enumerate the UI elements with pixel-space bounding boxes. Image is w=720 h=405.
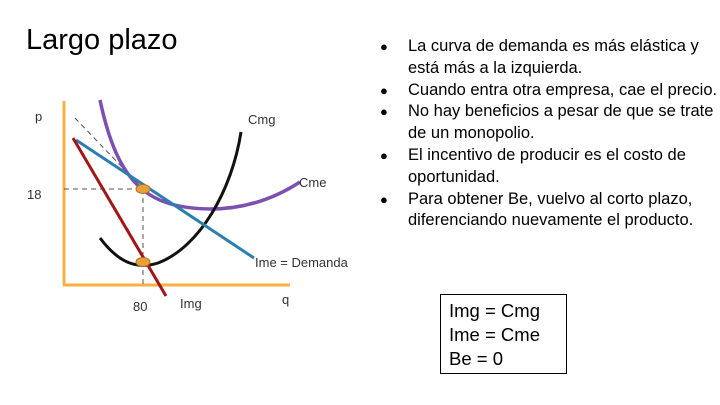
cme-label: Cme: [299, 175, 326, 190]
bullet-text: No hay beneficios a pesar de que se trat…: [408, 102, 714, 143]
img-label: Img: [180, 296, 202, 311]
equation-ime-cme: Ime = Cme: [449, 324, 540, 345]
bullet-icon: ●: [380, 39, 388, 54]
bullet-text: Cuando entra otra empresa, cae el precio…: [408, 80, 718, 99]
bullet-icon: ●: [380, 147, 388, 163]
bullet-item: ● Para obtener Be, vuelvo al corto plazo,…: [380, 189, 720, 233]
demand-curve: [75, 138, 255, 260]
bullet-text: El incentivo de producir es el costo de …: [408, 145, 686, 186]
quantity-tick-label: 80: [133, 299, 147, 314]
equations-box: Img = Cmg Ime = Cme Be = 0: [440, 294, 567, 374]
bullet-list: ● La curva de demanda es más elástica y e…: [380, 36, 720, 232]
equation-img-cmg: Img = Cmg: [449, 300, 540, 321]
bullet-icon: ●: [380, 104, 388, 120]
x-axis-label: q: [282, 292, 289, 307]
bullet-item: ● No hay beneficios a pesar de que se tra…: [380, 101, 720, 145]
bullet-text: Para obtener Be, vuelvo al corto plazo, …: [408, 189, 694, 230]
y-axis-label: p: [35, 109, 42, 124]
price-tick-label: 18: [27, 187, 41, 202]
bullet-icon: ●: [380, 82, 388, 98]
bullet-icon: ●: [380, 191, 388, 207]
bullet-item: ● Cuando entra otra empresa, cae el preci…: [380, 80, 720, 102]
slide-title: Largo plazo: [26, 24, 178, 56]
cmg-curve: [98, 131, 243, 267]
img-curve: [71, 137, 168, 297]
equation-be-zero: Be = 0: [449, 348, 504, 369]
cme-curve: [98, 99, 301, 211]
bullet-item: ● La curva de demanda es más elástica y e…: [380, 36, 720, 80]
bullet-text: La curva de demanda es más elástica y es…: [408, 37, 699, 77]
equilibrium-point-upper: [135, 184, 151, 194]
cmg-label: Cmg: [248, 112, 275, 127]
demand-label: Ime = Demanda: [255, 255, 349, 270]
equilibrium-point-lower: [135, 257, 151, 267]
cost-curves-diagram: p Cmg Cme 18 Ime = Demanda 80 Img q: [27, 99, 349, 314]
bullet-item: ● El incentivo de producir es el costo de…: [380, 145, 720, 189]
